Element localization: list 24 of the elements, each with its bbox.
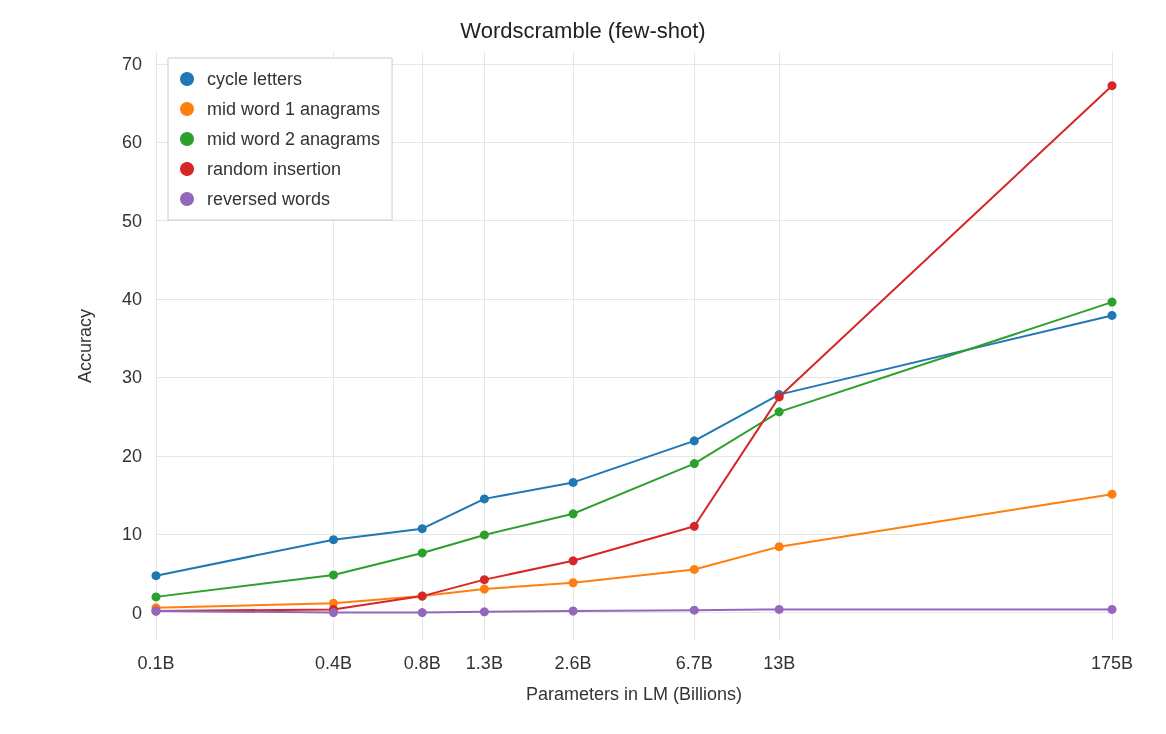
legend-label: random insertion <box>207 159 342 179</box>
x-tick-label: 175B <box>1090 653 1134 673</box>
y-tick-label: 30 <box>121 367 142 388</box>
legend-label: reversed words <box>207 189 331 209</box>
y-tick-label: 10 <box>121 524 142 545</box>
y-tick-label: 20 <box>121 445 142 466</box>
x-tick-label: 0.1B <box>137 653 175 673</box>
y-tick-label: 40 <box>121 288 142 309</box>
legend-label: mid word 2 anagrams <box>207 129 381 149</box>
y-axis-title: Accuracy <box>75 308 95 384</box>
x-tick-label: 2.6B <box>554 653 592 673</box>
x-tick-label: 0.4B <box>314 653 352 673</box>
y-tick-label: 70 <box>121 53 142 74</box>
y-tick-label: 0 <box>131 602 142 623</box>
y-tick-label: 60 <box>121 132 142 153</box>
x-tick-label: 6.7B <box>675 653 713 673</box>
legend-label: mid word 1 anagrams <box>207 99 381 119</box>
x-tick-label: 0.8B <box>403 653 441 673</box>
y-tick-label: 50 <box>121 210 142 231</box>
chart-title: Wordscramble (few-shot) <box>460 17 706 43</box>
x-tick-label: 13B <box>763 653 796 673</box>
x-tick-label: 1.3B <box>465 653 503 673</box>
x-axis-title: Parameters in LM (Billions) <box>525 684 743 704</box>
legend-label: cycle letters <box>207 69 303 89</box>
